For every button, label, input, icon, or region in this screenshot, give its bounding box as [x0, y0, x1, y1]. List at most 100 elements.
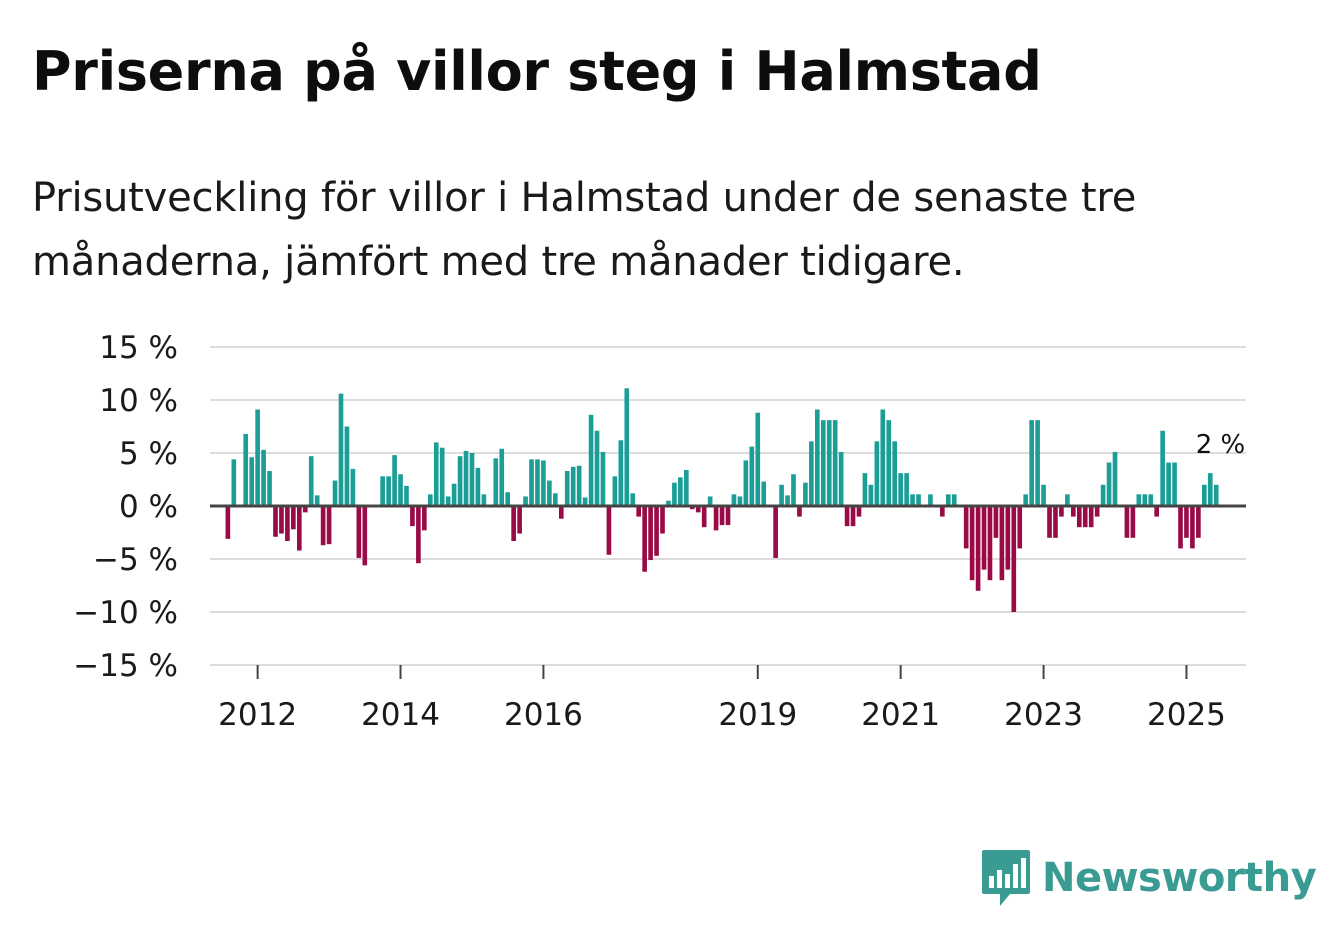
bar: [1148, 494, 1154, 506]
bar: [636, 506, 642, 517]
bar: [898, 473, 903, 506]
bar: [940, 506, 945, 517]
bar: [737, 496, 743, 506]
bar: [505, 492, 511, 506]
bar: [999, 506, 1005, 581]
bar: [535, 459, 540, 506]
y-tick-label: 10 %: [99, 383, 178, 419]
bar: [255, 409, 260, 506]
bar: [803, 482, 808, 506]
bar: [695, 506, 701, 513]
bar: [1035, 420, 1040, 506]
bar: [1011, 506, 1017, 612]
bar: [1059, 506, 1064, 517]
bar: [285, 506, 290, 541]
bar: [1029, 420, 1034, 506]
bar: [654, 506, 659, 556]
bar: [910, 494, 915, 506]
bar: [606, 506, 612, 555]
bar: [410, 506, 415, 527]
bar: [243, 433, 249, 506]
bar: [1202, 484, 1207, 506]
bar: [463, 450, 469, 506]
x-tick-label: 2016: [504, 697, 583, 730]
bar: [1053, 506, 1058, 538]
bar: [880, 409, 886, 506]
bar: [779, 484, 784, 506]
bar: [553, 493, 558, 506]
bar: [684, 469, 689, 506]
bar: [749, 446, 755, 506]
bar: [832, 420, 838, 506]
bar: [701, 506, 707, 528]
bar: [1041, 484, 1046, 506]
bar: [564, 471, 570, 506]
bar: [249, 457, 254, 506]
bar: [1160, 430, 1165, 506]
bar: [1076, 506, 1082, 528]
newsworthy-logo-icon: [982, 850, 1030, 906]
bar: [916, 494, 921, 506]
x-tick-label: 2019: [718, 697, 797, 730]
bar: [1207, 473, 1213, 506]
bar: [225, 506, 231, 539]
bar: [386, 476, 391, 506]
bar: [1088, 506, 1094, 528]
bar: [1100, 484, 1106, 506]
bar: [689, 506, 695, 510]
y-tick-label: 15 %: [99, 330, 178, 366]
bar: [791, 474, 796, 506]
bar: [302, 506, 308, 513]
bar: [743, 460, 749, 506]
bar: [594, 430, 600, 506]
bar: [809, 441, 814, 506]
bar: [279, 506, 284, 534]
x-tick-label: 2025: [1147, 697, 1226, 730]
brand-name: Newsworthy: [1042, 855, 1317, 901]
bar: [1172, 462, 1177, 506]
bar: [618, 440, 624, 506]
bar: [814, 409, 820, 506]
bar: [886, 420, 892, 506]
bar: [493, 458, 499, 506]
bar: [523, 496, 528, 506]
bar: [261, 449, 266, 506]
bar: [850, 506, 856, 527]
bar: [672, 482, 677, 506]
bar: [570, 466, 576, 506]
bar: [439, 447, 445, 506]
bar: [499, 448, 505, 506]
bar: [422, 506, 427, 531]
bar: [928, 494, 933, 506]
bar: [1112, 451, 1118, 506]
bar: [648, 506, 653, 561]
bar: [660, 506, 665, 534]
bar: [725, 506, 731, 526]
y-tick-label: 5 %: [119, 436, 178, 472]
bar: [1178, 506, 1183, 549]
bar: [541, 460, 546, 506]
chart-title: Priserna på villor steg i Halmstad: [32, 40, 1042, 103]
bar: [427, 494, 433, 506]
bar: [1166, 462, 1171, 506]
bar: [826, 420, 832, 506]
bar: [868, 484, 874, 506]
bar: [951, 494, 957, 506]
bar: [1071, 506, 1076, 517]
y-tick-label: −15 %: [73, 648, 178, 684]
bar: [308, 456, 314, 506]
bar: [773, 506, 778, 558]
bar: [475, 467, 481, 506]
last-value-label: 2 %: [1196, 430, 1246, 460]
bar: [291, 506, 296, 530]
bar: [326, 506, 332, 545]
bar: [1082, 506, 1088, 528]
bar: [975, 506, 981, 591]
bar: [1106, 462, 1112, 506]
bar: [445, 496, 451, 506]
bar: [267, 471, 272, 506]
bar: [797, 506, 802, 517]
bar: [1190, 506, 1195, 549]
bar: [666, 500, 671, 506]
y-tick-label: −10 %: [73, 595, 178, 631]
